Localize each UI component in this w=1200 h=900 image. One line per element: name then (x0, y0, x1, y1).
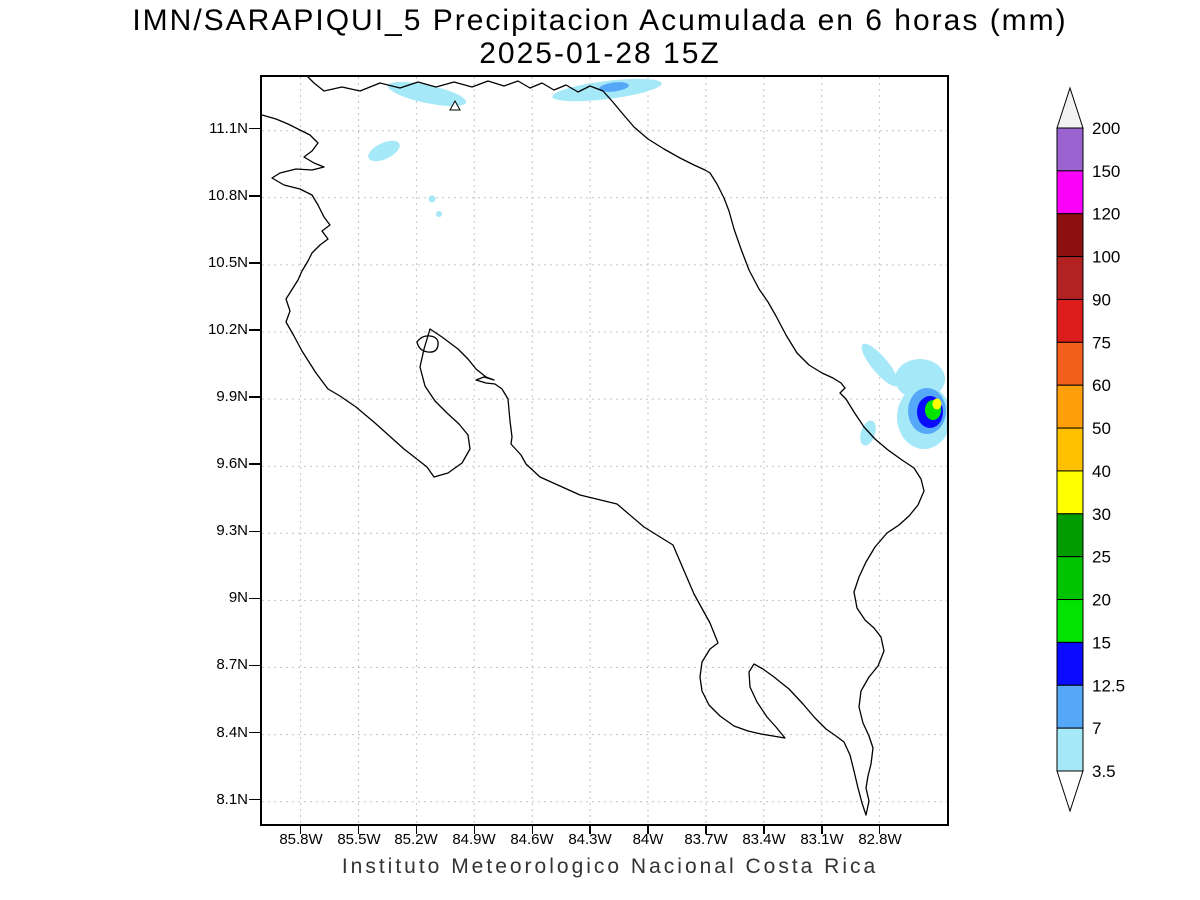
lon-tick-label: 84W (632, 831, 664, 848)
lon-tickmark (531, 826, 533, 834)
lat-tick-label: 11.1N (209, 120, 248, 137)
lat-tickmark (249, 798, 260, 801)
lat-tick-label: 10.2N (207, 321, 248, 338)
colorbar-segment (1056, 684, 1084, 729)
lat-tick-label: 10.5N (207, 254, 248, 271)
lat-tick-label: 9N (228, 589, 248, 606)
lat-tickmark (249, 396, 260, 398)
colorbar-label: 150 (1092, 162, 1120, 181)
precip-patch (387, 81, 467, 107)
colorbar-label: 15 (1092, 633, 1111, 652)
colorbar-label: 60 (1092, 376, 1111, 395)
lon-tickmark (878, 826, 881, 834)
colorbar-segment (1056, 599, 1084, 643)
lat-tickmark (249, 195, 260, 197)
lon-tickmark (357, 826, 360, 834)
precip-patch (428, 195, 436, 203)
lat-tick-label: 9.9N (216, 388, 248, 405)
footer-credit: Instituto Meteorologico Nacional Costa R… (341, 855, 879, 878)
lat-tick-label: 9.6N (216, 455, 248, 472)
lat-tick-label: 8.1N (216, 791, 248, 808)
colorbar-label: 25 (1092, 548, 1111, 567)
colorbar-segment (1056, 213, 1084, 258)
colorbar-legend: 200 150 120 100 90 75 60 50 40 30 25 20 15 12.5 7 3.5 (1056, 86, 1125, 813)
lake-nicaragua-and-border-river-line (307, 77, 711, 174)
lat-tickmark (249, 530, 260, 532)
precip-patch (932, 398, 942, 410)
triangle-marker (449, 99, 461, 111)
colorbar-label: 100 (1092, 248, 1120, 267)
lon-tick-label: 82.8W (858, 831, 902, 848)
colorbar-label: 40 (1092, 462, 1111, 481)
colorbar-label: 30 (1092, 505, 1111, 524)
colorbar-label: 7 (1092, 719, 1101, 738)
lat-tickmark (249, 731, 260, 734)
colorbar-segment (1056, 641, 1084, 686)
lon-tick-label: 83.7W (684, 831, 728, 848)
lat-tickmark (249, 463, 260, 465)
lat-tick-label: 9.3N (216, 522, 248, 539)
colorbar-label: 12.5 (1092, 676, 1125, 695)
gulf-island-outline (416, 335, 439, 353)
lon-tick-label: 84.3W (568, 831, 612, 848)
lon-tickmark (589, 826, 591, 834)
colorbar-segment (1056, 256, 1084, 300)
colorbar-segment (1056, 427, 1084, 472)
precip-patch (368, 140, 400, 162)
precip-patch (861, 343, 899, 387)
precip-patch (436, 211, 442, 217)
plot-area (260, 75, 949, 826)
lon-tickmark (763, 826, 765, 834)
lon-tick-label: 85.2W (394, 831, 438, 848)
lat-tickmark (249, 664, 260, 667)
lat-tick-label: 10.8N (207, 187, 248, 204)
colorbar-segment (1056, 127, 1084, 172)
lon-tickmark (299, 826, 302, 834)
chart-datetime: 2025-01-28 15Z (479, 37, 721, 70)
colorbar-label: 20 (1092, 591, 1111, 610)
colorbar-segment (1056, 556, 1084, 601)
colorbar-segment (1056, 470, 1084, 515)
colorbar-segment (1056, 513, 1084, 558)
lat-tick-label: 8.4N (216, 724, 248, 741)
lon-tickmark (647, 826, 649, 834)
costa-rica-coastline (262, 114, 925, 816)
lat-tickmark (249, 597, 260, 600)
lat-tickmark (249, 262, 260, 264)
lon-tickmark (821, 826, 823, 834)
chart-title: IMN/SARAPIQUI_5 Precipitacion Acumulada … (132, 4, 1068, 37)
lon-tick-label: 83.1W (800, 831, 844, 848)
grid-layer (262, 77, 947, 824)
lat-tickmark (249, 329, 260, 331)
colorbar-segment (1056, 298, 1084, 343)
lat-tick-label: 8.7N (216, 656, 248, 673)
colorbar-label: 90 (1092, 291, 1111, 310)
lon-tick-label: 83.4W (742, 831, 786, 848)
colorbar-segment (1056, 727, 1084, 772)
colorbar-segment (1056, 384, 1084, 429)
colorbar-label: 200 (1092, 119, 1120, 138)
colorbar-segment (1056, 170, 1084, 215)
coastline-layer (262, 77, 925, 816)
colorbar-segment (1056, 341, 1084, 386)
colorbar-arrow-bottom (1056, 770, 1084, 813)
colorbar-label: 120 (1092, 205, 1120, 224)
precip-patch (599, 82, 629, 92)
precipitation-layer (368, 78, 947, 449)
lat-tickmark (249, 127, 260, 130)
lon-tick-label: 84.6W (510, 831, 554, 848)
colorbar-arrow-top (1056, 86, 1084, 129)
colorbar-label: 75 (1092, 333, 1111, 352)
lon-tickmark (415, 826, 418, 834)
colorbar-label: 3.5 (1092, 762, 1116, 781)
lon-tickmark (705, 826, 707, 834)
lon-tick-label: 84.9W (452, 831, 496, 848)
lon-tick-label: 85.8W (279, 831, 323, 848)
colorbar-label: 50 (1092, 419, 1111, 438)
lon-tickmark (473, 826, 475, 834)
map-canvas (262, 77, 947, 824)
lon-tick-label: 85.5W (337, 831, 381, 848)
